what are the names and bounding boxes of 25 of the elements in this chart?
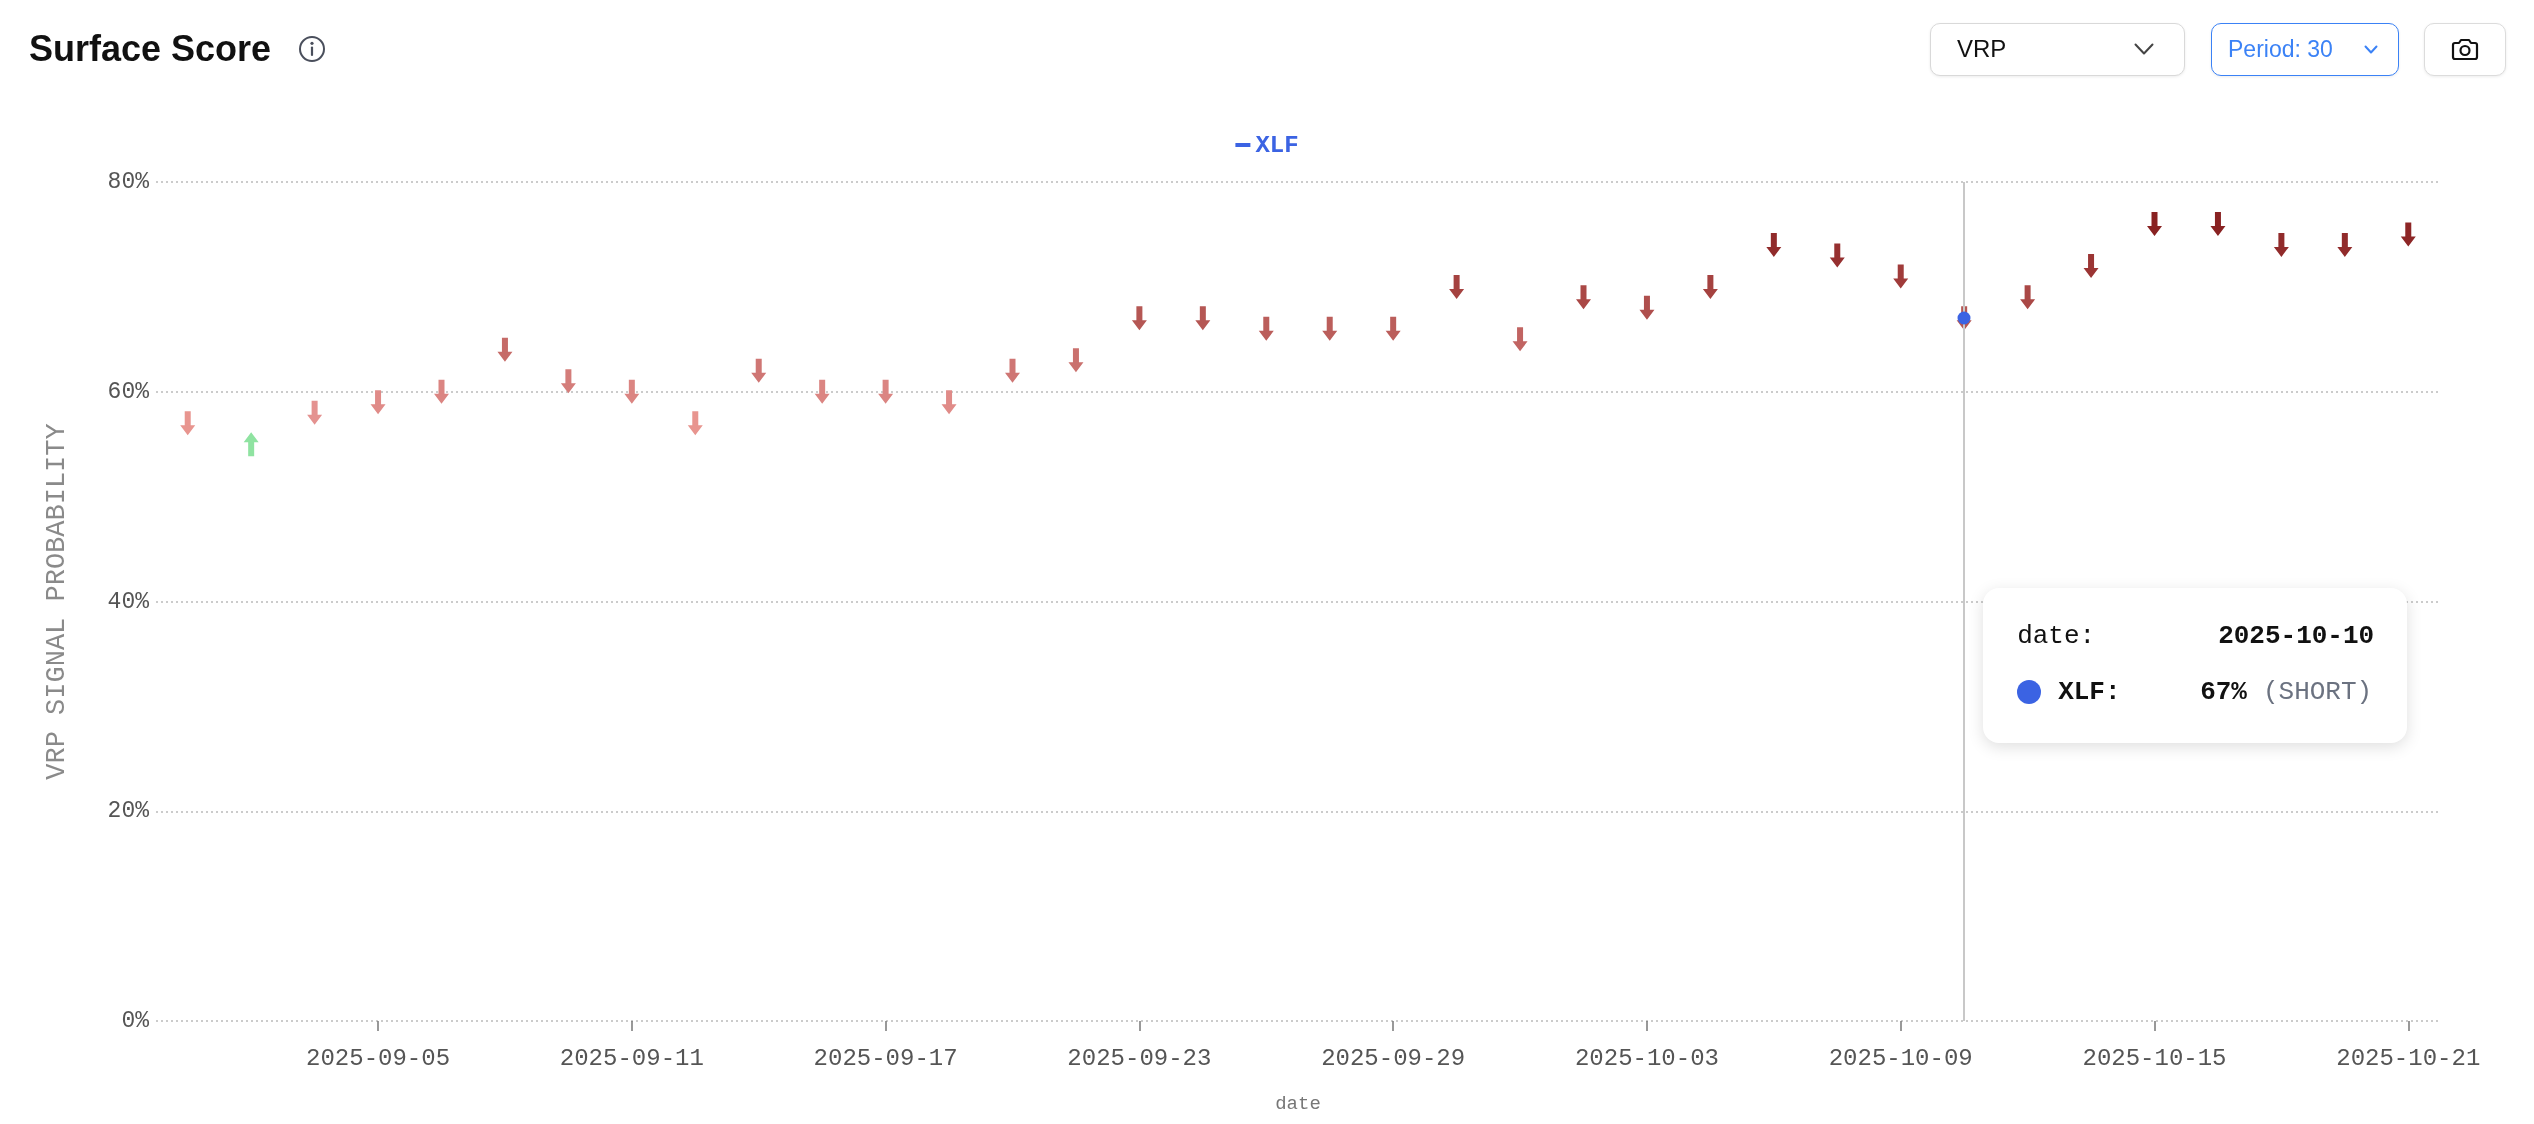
text: 2025-10-10 [2218, 621, 2375, 651]
x-tick-label: 2025-10-03 [1574, 1044, 1719, 1072]
x-tick-label: 2025-09-17 [813, 1044, 958, 1072]
y-tick-label: 0% [121, 1008, 150, 1034]
annotation: (SHORT) [2262, 677, 2373, 707]
x-tick-label: 2025-09-29 [1321, 1044, 1466, 1072]
y-axis-title: VRP SIGNAL PROBABILITY [41, 423, 72, 780]
x-tick-label: 2025-09-23 [1067, 1044, 1212, 1072]
y-tick-label: 40% [107, 588, 150, 615]
y-tick-label: 80% [107, 169, 150, 195]
chart-title: Surface Score [29, 28, 272, 70]
annotation: 67% [2200, 677, 2247, 707]
x-axis-title: date [1275, 1092, 1321, 1115]
annotation: date: [2017, 621, 2096, 651]
text: XLF [1255, 131, 1299, 159]
x-tick-label: 2025-09-05 [306, 1044, 451, 1072]
x-tick-label: 2025-10-21 [2336, 1044, 2481, 1072]
y-tick-label: 60% [107, 378, 150, 405]
y-tick-label: 20% [107, 798, 150, 825]
dropdown: VRP [1930, 23, 2185, 76]
x-tick-label: 2025-09-11 [559, 1044, 704, 1072]
dropdown: Period: 30 [2211, 23, 2399, 76]
x-tick-label: 2025-10-09 [1828, 1044, 1973, 1072]
annotation: XLF: [2058, 677, 2121, 707]
x-tick-label: 2025-10-15 [2082, 1044, 2227, 1072]
